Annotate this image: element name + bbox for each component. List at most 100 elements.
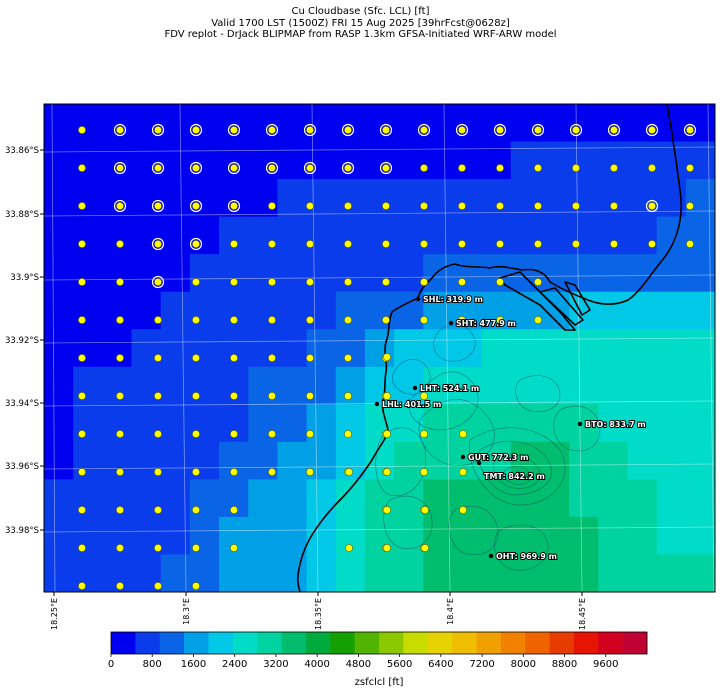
raster-cell — [131, 254, 162, 293]
colorbar-swatch — [379, 632, 404, 654]
raster-cell — [598, 179, 628, 218]
raster-cell — [598, 291, 628, 330]
grid-point — [116, 316, 124, 324]
raster-cell — [481, 104, 512, 143]
raster-cell — [248, 479, 278, 518]
raster-cell — [277, 179, 308, 218]
grid-point — [116, 544, 124, 552]
grid-point — [421, 506, 429, 514]
raster-cell — [335, 104, 366, 143]
grid-point — [686, 126, 694, 134]
raster-cell — [160, 141, 191, 180]
raster-cell — [248, 516, 278, 555]
colorbar-swatches — [111, 632, 648, 654]
colorbar-swatch — [208, 632, 234, 654]
grid-point — [420, 126, 428, 134]
raster-cell — [219, 104, 249, 143]
raster-cell — [335, 141, 366, 180]
grid-point — [383, 392, 391, 400]
grid-point — [268, 354, 276, 362]
raster-cell — [598, 479, 628, 518]
colorbar-tick-label: 800 — [143, 659, 162, 670]
grid-point — [496, 316, 504, 324]
grid-point — [383, 468, 391, 476]
raster-cell — [73, 404, 103, 443]
grid-point-ring — [645, 199, 659, 213]
colorbar-tick-label: 2400 — [222, 659, 247, 670]
grid-point — [268, 316, 276, 324]
grid-point — [78, 278, 86, 286]
grid-point — [459, 468, 467, 476]
grid-point — [306, 354, 314, 362]
map-panel: SHL: 319.9 m SHT: 477.9 m LHT: 524.1 m LHL:… — [44, 104, 715, 592]
grid-point — [306, 430, 314, 438]
grid-point — [458, 240, 466, 248]
raster-cell — [598, 441, 628, 480]
grid-point — [230, 240, 238, 248]
lon-label: 18.25°E — [50, 598, 59, 630]
raster-cell — [219, 216, 249, 255]
raster-cell — [189, 329, 220, 368]
raster-cell — [364, 554, 395, 592]
grid-point — [116, 202, 124, 210]
raster-cell — [656, 479, 687, 518]
raster-cell — [627, 216, 658, 255]
raster-cell — [656, 216, 687, 255]
grid-point — [344, 430, 352, 438]
grid-point — [458, 202, 466, 210]
raster-cell — [569, 366, 599, 405]
grid-point — [78, 506, 86, 514]
raster-cell — [569, 104, 599, 143]
grid-point — [344, 278, 352, 286]
raster-cell — [598, 216, 628, 255]
raster-cell — [685, 141, 715, 180]
station-dot — [374, 401, 380, 407]
raster-cell — [452, 554, 483, 592]
raster-cell — [423, 216, 453, 255]
raster-cell — [656, 141, 687, 180]
raster-cell — [160, 404, 191, 443]
colorbar-swatch — [403, 632, 429, 654]
grid-point-ring — [113, 199, 127, 213]
raster-cell — [73, 141, 103, 180]
raster-cell — [685, 516, 715, 555]
colorbar-tick-label: 4800 — [346, 659, 371, 670]
raster-cell — [277, 441, 308, 480]
colorbar-tick-label: 0 — [108, 659, 114, 670]
raster-cell — [656, 516, 687, 555]
grid-point — [268, 202, 276, 210]
grid-point — [192, 278, 200, 286]
raster-cell — [73, 479, 103, 518]
grid-point — [116, 126, 124, 134]
grid-point-ring — [151, 275, 165, 289]
station-dot — [412, 385, 418, 391]
grid-point — [154, 506, 162, 514]
raster-cell — [510, 366, 541, 405]
raster-cell — [277, 329, 308, 368]
raster-cell — [160, 329, 191, 368]
lat-label: 33.96°S — [5, 462, 39, 472]
grid-point-ring — [417, 123, 431, 137]
grid-point — [496, 278, 504, 286]
raster-cell — [627, 104, 658, 143]
grid-point — [154, 468, 162, 476]
raster-cell — [598, 141, 628, 180]
colorbar-swatch — [354, 632, 380, 654]
colorbar-swatch — [159, 632, 185, 654]
raster-cell — [219, 254, 249, 293]
raster-cell — [160, 104, 191, 143]
raster-cell — [277, 404, 308, 443]
raster-cell — [481, 404, 512, 443]
chart-title: Cu Cloudbase (Sfc. LCL) [ft] Valid 1700 … — [0, 6, 721, 41]
raster-cell — [277, 516, 308, 555]
raster-cell — [423, 404, 453, 443]
raster-cell — [306, 254, 337, 293]
station-label: SHT: 477.9 m — [456, 319, 516, 328]
grid-point — [78, 468, 86, 476]
station-label: GUT: 772.3 m — [468, 453, 529, 462]
grid-point — [116, 582, 124, 590]
lat-label: 33.86°S — [5, 146, 39, 156]
raster-cell — [656, 404, 687, 443]
grid-point — [192, 430, 200, 438]
grid-point — [420, 278, 428, 286]
